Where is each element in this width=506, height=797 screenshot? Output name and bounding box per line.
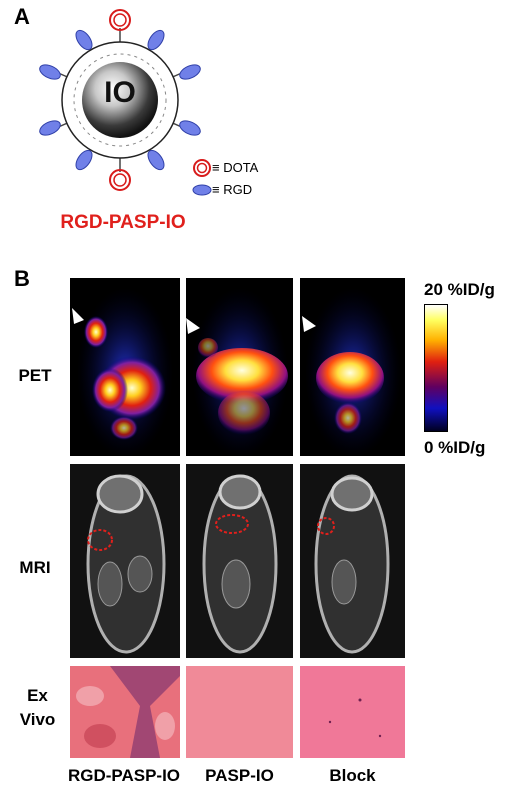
legend-rgd-icon — [192, 184, 212, 196]
mri-image-pasp-io — [186, 464, 293, 658]
col-label-pasp-io: PASP-IO — [205, 766, 274, 785]
scale-max-label: 20 %ID/g — [424, 280, 495, 299]
tumor-outline — [87, 529, 113, 551]
nanoparticle-schematic — [39, 9, 212, 196]
tumor-outline — [317, 517, 335, 535]
tumor-arrow-icon — [186, 318, 200, 334]
construct-name: RGD-PASP-IO — [60, 212, 186, 233]
panel-a-label: A — [14, 4, 30, 29]
col-label-rgd-pasp-io: RGD-PASP-IO — [67, 766, 181, 785]
row-label-mri: MRI — [19, 558, 51, 577]
mri-image-block — [300, 464, 405, 658]
iron-oxide-core — [82, 62, 158, 138]
mri-image-rgd-pasp-io — [70, 464, 180, 658]
exvivo-image-pasp-io — [186, 666, 293, 758]
row-label-pet: PET — [18, 366, 52, 385]
core-label: IO — [104, 76, 136, 109]
tumor-arrow-icon — [72, 308, 84, 324]
color-scale-bar — [424, 304, 448, 432]
dota-icon — [109, 9, 131, 191]
pet-image-pasp-io — [186, 278, 293, 456]
scale-min-label: 0 %ID/g — [424, 438, 486, 457]
tumor-outline — [215, 514, 249, 534]
legend-dota-icon — [193, 159, 211, 177]
exvivo-image-block — [300, 666, 405, 758]
pet-image-block — [300, 278, 405, 456]
panel-b-label: B — [14, 266, 30, 291]
tumor-arrow-icon — [302, 316, 316, 332]
legend-dota-label: ≡ DOTA — [212, 160, 259, 175]
rgd-icon — [39, 29, 201, 171]
legend-rgd-label: ≡ RGD — [212, 182, 253, 197]
pet-image-rgd-pasp-io — [70, 278, 180, 456]
col-label-block: Block — [329, 766, 376, 785]
exvivo-image-rgd-pasp-io — [70, 666, 180, 758]
row-label-exvivo: Ex Vivo — [19, 686, 56, 729]
